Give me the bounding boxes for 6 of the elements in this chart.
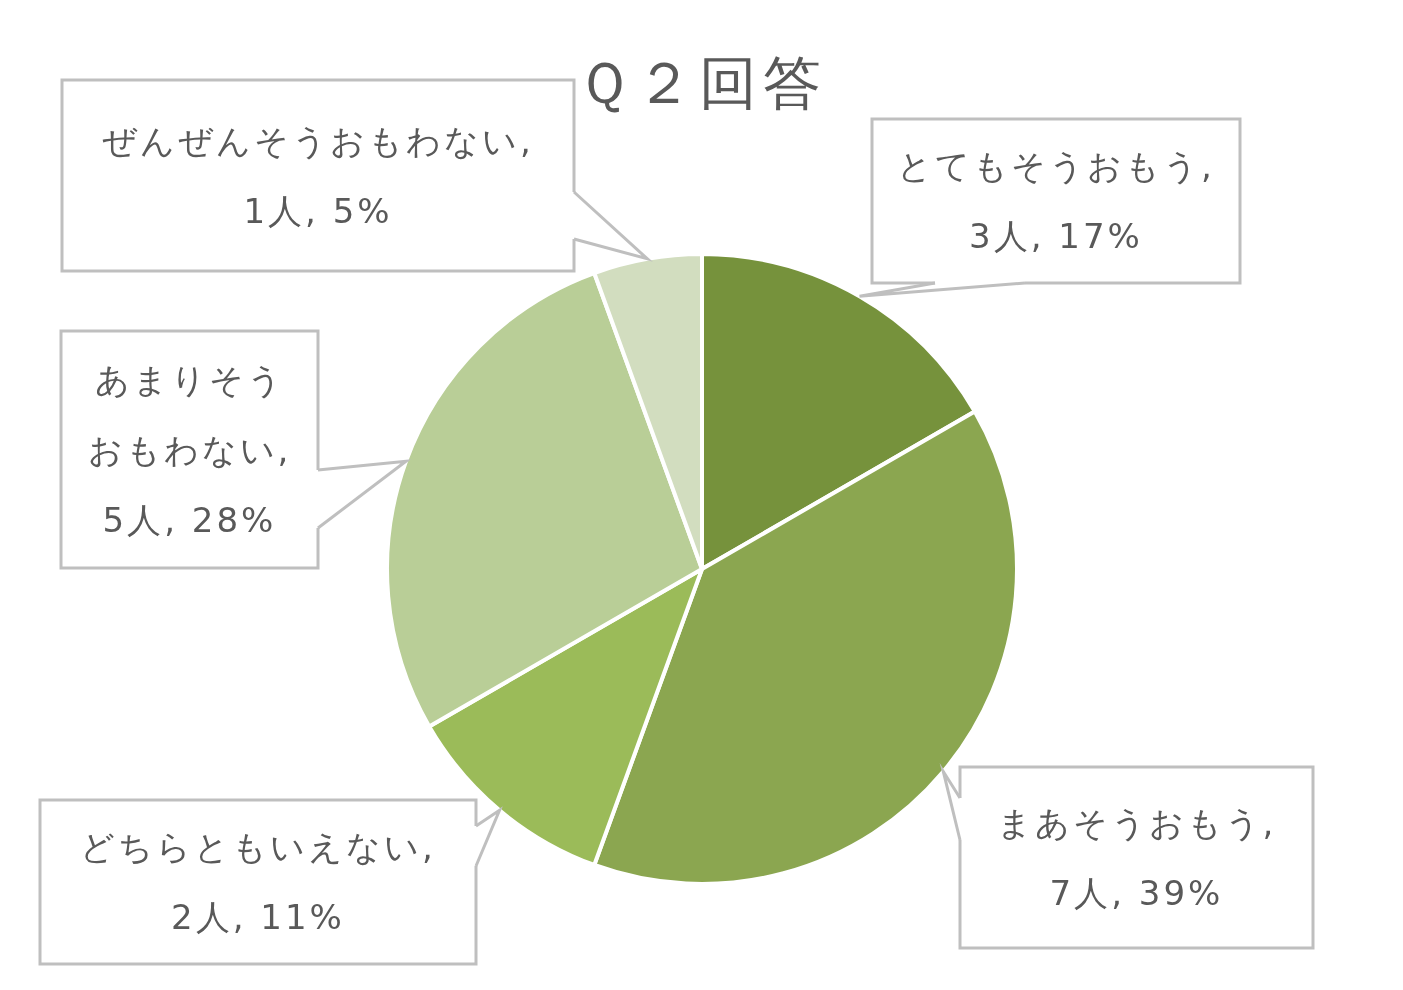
data-label: ぜんぜんそうおもわない, 1人, 5%	[101, 119, 535, 233]
chart-title: Ｑ２回答	[576, 49, 827, 118]
data-label: あまりそうおもわない, 5人, 28%	[86, 358, 293, 542]
data-label: どちらともいえない, 2人, 11%	[79, 826, 437, 939]
data-label: まあそうおもう, 7人, 39%	[995, 801, 1278, 915]
data-label: とてもそうおもう, 3人, 17%	[896, 145, 1216, 258]
